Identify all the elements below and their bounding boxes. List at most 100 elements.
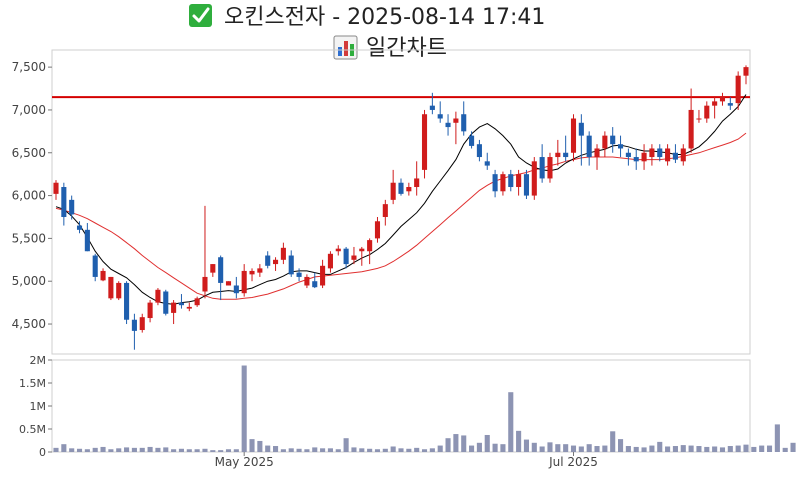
candle <box>719 92 726 106</box>
candle-body <box>53 182 59 194</box>
candle <box>280 242 286 265</box>
volume-bar <box>570 445 577 452</box>
volume-bar <box>367 448 373 452</box>
volume-bar <box>398 448 404 452</box>
candle-body <box>61 187 67 217</box>
candle <box>194 296 200 307</box>
candle-body <box>445 122 451 128</box>
candle <box>61 182 67 226</box>
volume-bar <box>359 448 365 452</box>
price-tick-label: 4,500 <box>12 317 46 331</box>
candle-body <box>633 157 639 162</box>
title-group: 오킨스전자 - 2025-08-14 17:41 일간차트 <box>189 4 545 61</box>
x-tick-label: May 2025 <box>215 455 274 469</box>
candle-body <box>178 302 185 306</box>
volume-bar <box>116 448 122 452</box>
volume-bar <box>445 438 451 452</box>
candle <box>523 169 530 200</box>
x-axis: May 2025 Jul 2025 <box>215 452 598 469</box>
candle <box>116 281 122 301</box>
candle <box>178 294 185 309</box>
candle <box>84 222 90 252</box>
volume-tick-label: 0 <box>39 446 46 459</box>
candle <box>476 139 482 162</box>
volume-bar <box>610 431 616 452</box>
volume-bar <box>280 449 286 452</box>
candle-body <box>210 264 216 273</box>
volume-bar <box>272 446 279 452</box>
candle <box>335 245 341 256</box>
candle-body <box>390 182 396 200</box>
volume-bar <box>539 446 545 452</box>
candle <box>374 216 381 243</box>
candle-body <box>171 302 177 313</box>
candle <box>53 180 59 200</box>
volume-bar <box>147 446 153 452</box>
candle <box>390 169 396 205</box>
volume-bar <box>641 447 647 452</box>
candle-body <box>437 114 443 119</box>
candle-body <box>69 199 75 215</box>
candle <box>563 135 569 162</box>
candle <box>186 302 192 312</box>
candle-body <box>657 148 663 158</box>
candle <box>382 199 388 226</box>
candle <box>359 246 365 266</box>
volume-bar <box>124 447 130 452</box>
candle-body <box>665 148 671 162</box>
volume-bar <box>555 444 561 452</box>
candle <box>578 114 584 166</box>
volume-bar <box>414 447 420 452</box>
volume-bar <box>625 446 631 452</box>
candle-body <box>414 178 420 188</box>
candle <box>665 144 671 166</box>
candle <box>712 97 718 119</box>
candle <box>641 144 647 170</box>
volume-bar <box>696 446 702 452</box>
candle-body <box>163 291 169 314</box>
candle <box>398 178 404 196</box>
candle-body <box>155 289 161 303</box>
candle-body <box>147 302 153 319</box>
volume-bar <box>139 447 145 452</box>
candle-body <box>312 281 318 288</box>
candle-body <box>594 148 600 158</box>
candle <box>124 281 130 325</box>
candle <box>680 144 686 166</box>
candle <box>343 246 349 269</box>
price-tick-label: 7,500 <box>12 60 46 74</box>
candle-body <box>421 114 428 170</box>
x-tick-label: Jul 2025 <box>548 455 598 469</box>
volume-bar <box>218 450 224 452</box>
candle-body <box>578 122 584 136</box>
candle <box>421 109 428 179</box>
candle <box>539 144 545 183</box>
volume-bar <box>186 449 192 452</box>
volume-bar <box>492 443 498 452</box>
candle-body <box>476 144 482 158</box>
candle <box>555 139 561 166</box>
volume-bar <box>680 445 686 452</box>
volume-bar <box>578 446 584 452</box>
candle-body <box>76 225 83 230</box>
volume-bar <box>759 445 765 452</box>
volume-bar <box>476 442 482 452</box>
candle-body <box>116 282 122 299</box>
price-tick-label: 7,000 <box>12 103 46 117</box>
candle-body <box>688 109 694 149</box>
volume-bar <box>774 424 780 452</box>
candle-body <box>186 306 192 309</box>
candle-body <box>641 152 647 162</box>
volume-bar <box>382 448 388 452</box>
candle <box>171 300 177 325</box>
volume-bar <box>469 445 475 452</box>
volume-bar <box>210 450 216 452</box>
candle-body <box>108 276 114 299</box>
candle <box>218 255 224 301</box>
moving-average-long-line <box>55 132 747 300</box>
volume-bar <box>304 449 310 452</box>
candle-body <box>516 174 522 188</box>
candle-body <box>92 255 98 277</box>
candle-body <box>343 248 349 265</box>
volume-bar <box>657 441 663 452</box>
